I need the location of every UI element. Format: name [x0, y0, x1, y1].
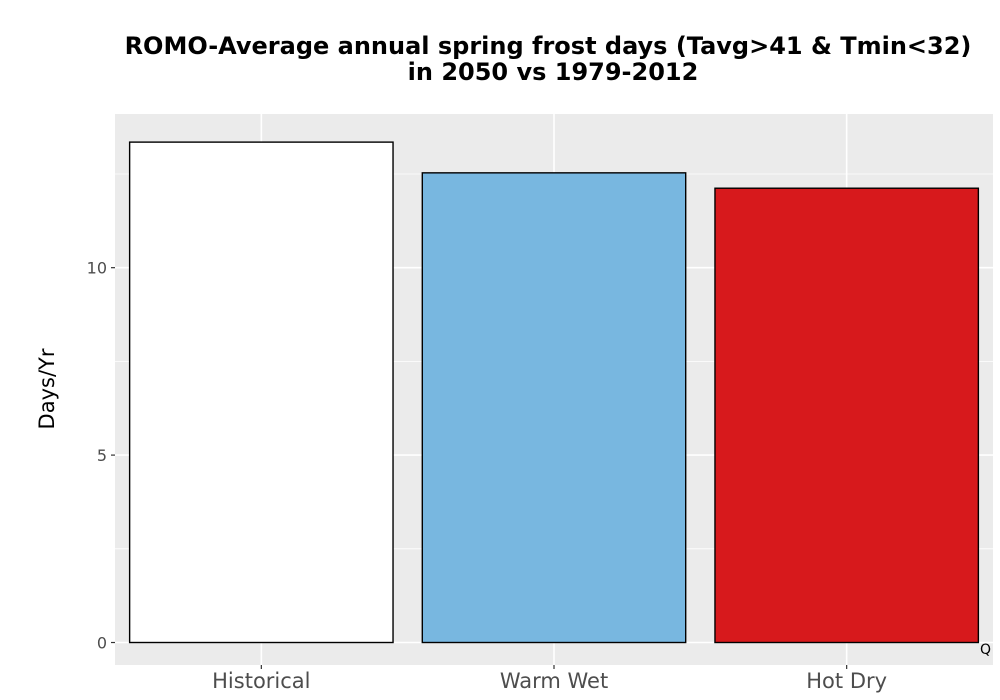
x-tick-label: Historical	[212, 669, 310, 693]
x-tick-label: Hot Dry	[806, 669, 887, 693]
y-tick-label: 5	[97, 446, 107, 465]
y-axis-title: Days/Yr	[35, 348, 59, 429]
y-tick-label: 10	[87, 259, 107, 278]
chart-title-line-2: in 2050 vs 1979-2012	[408, 58, 699, 86]
corner-label: Q	[980, 642, 991, 658]
bar-historical	[128, 141, 394, 644]
bar-hot-dry	[714, 187, 980, 644]
y-tick-label: 0	[97, 634, 107, 653]
y-axis-ticks: 0 5 10	[87, 259, 115, 653]
x-tick-label: Warm Wet	[500, 669, 608, 693]
chart-title-line-1: ROMO-Average annual spring frost days (T…	[125, 32, 972, 60]
bars	[128, 141, 980, 644]
x-axis-ticks: Historical Warm Wet Hot Dry	[212, 665, 887, 693]
bar-warm-wet	[421, 172, 687, 644]
